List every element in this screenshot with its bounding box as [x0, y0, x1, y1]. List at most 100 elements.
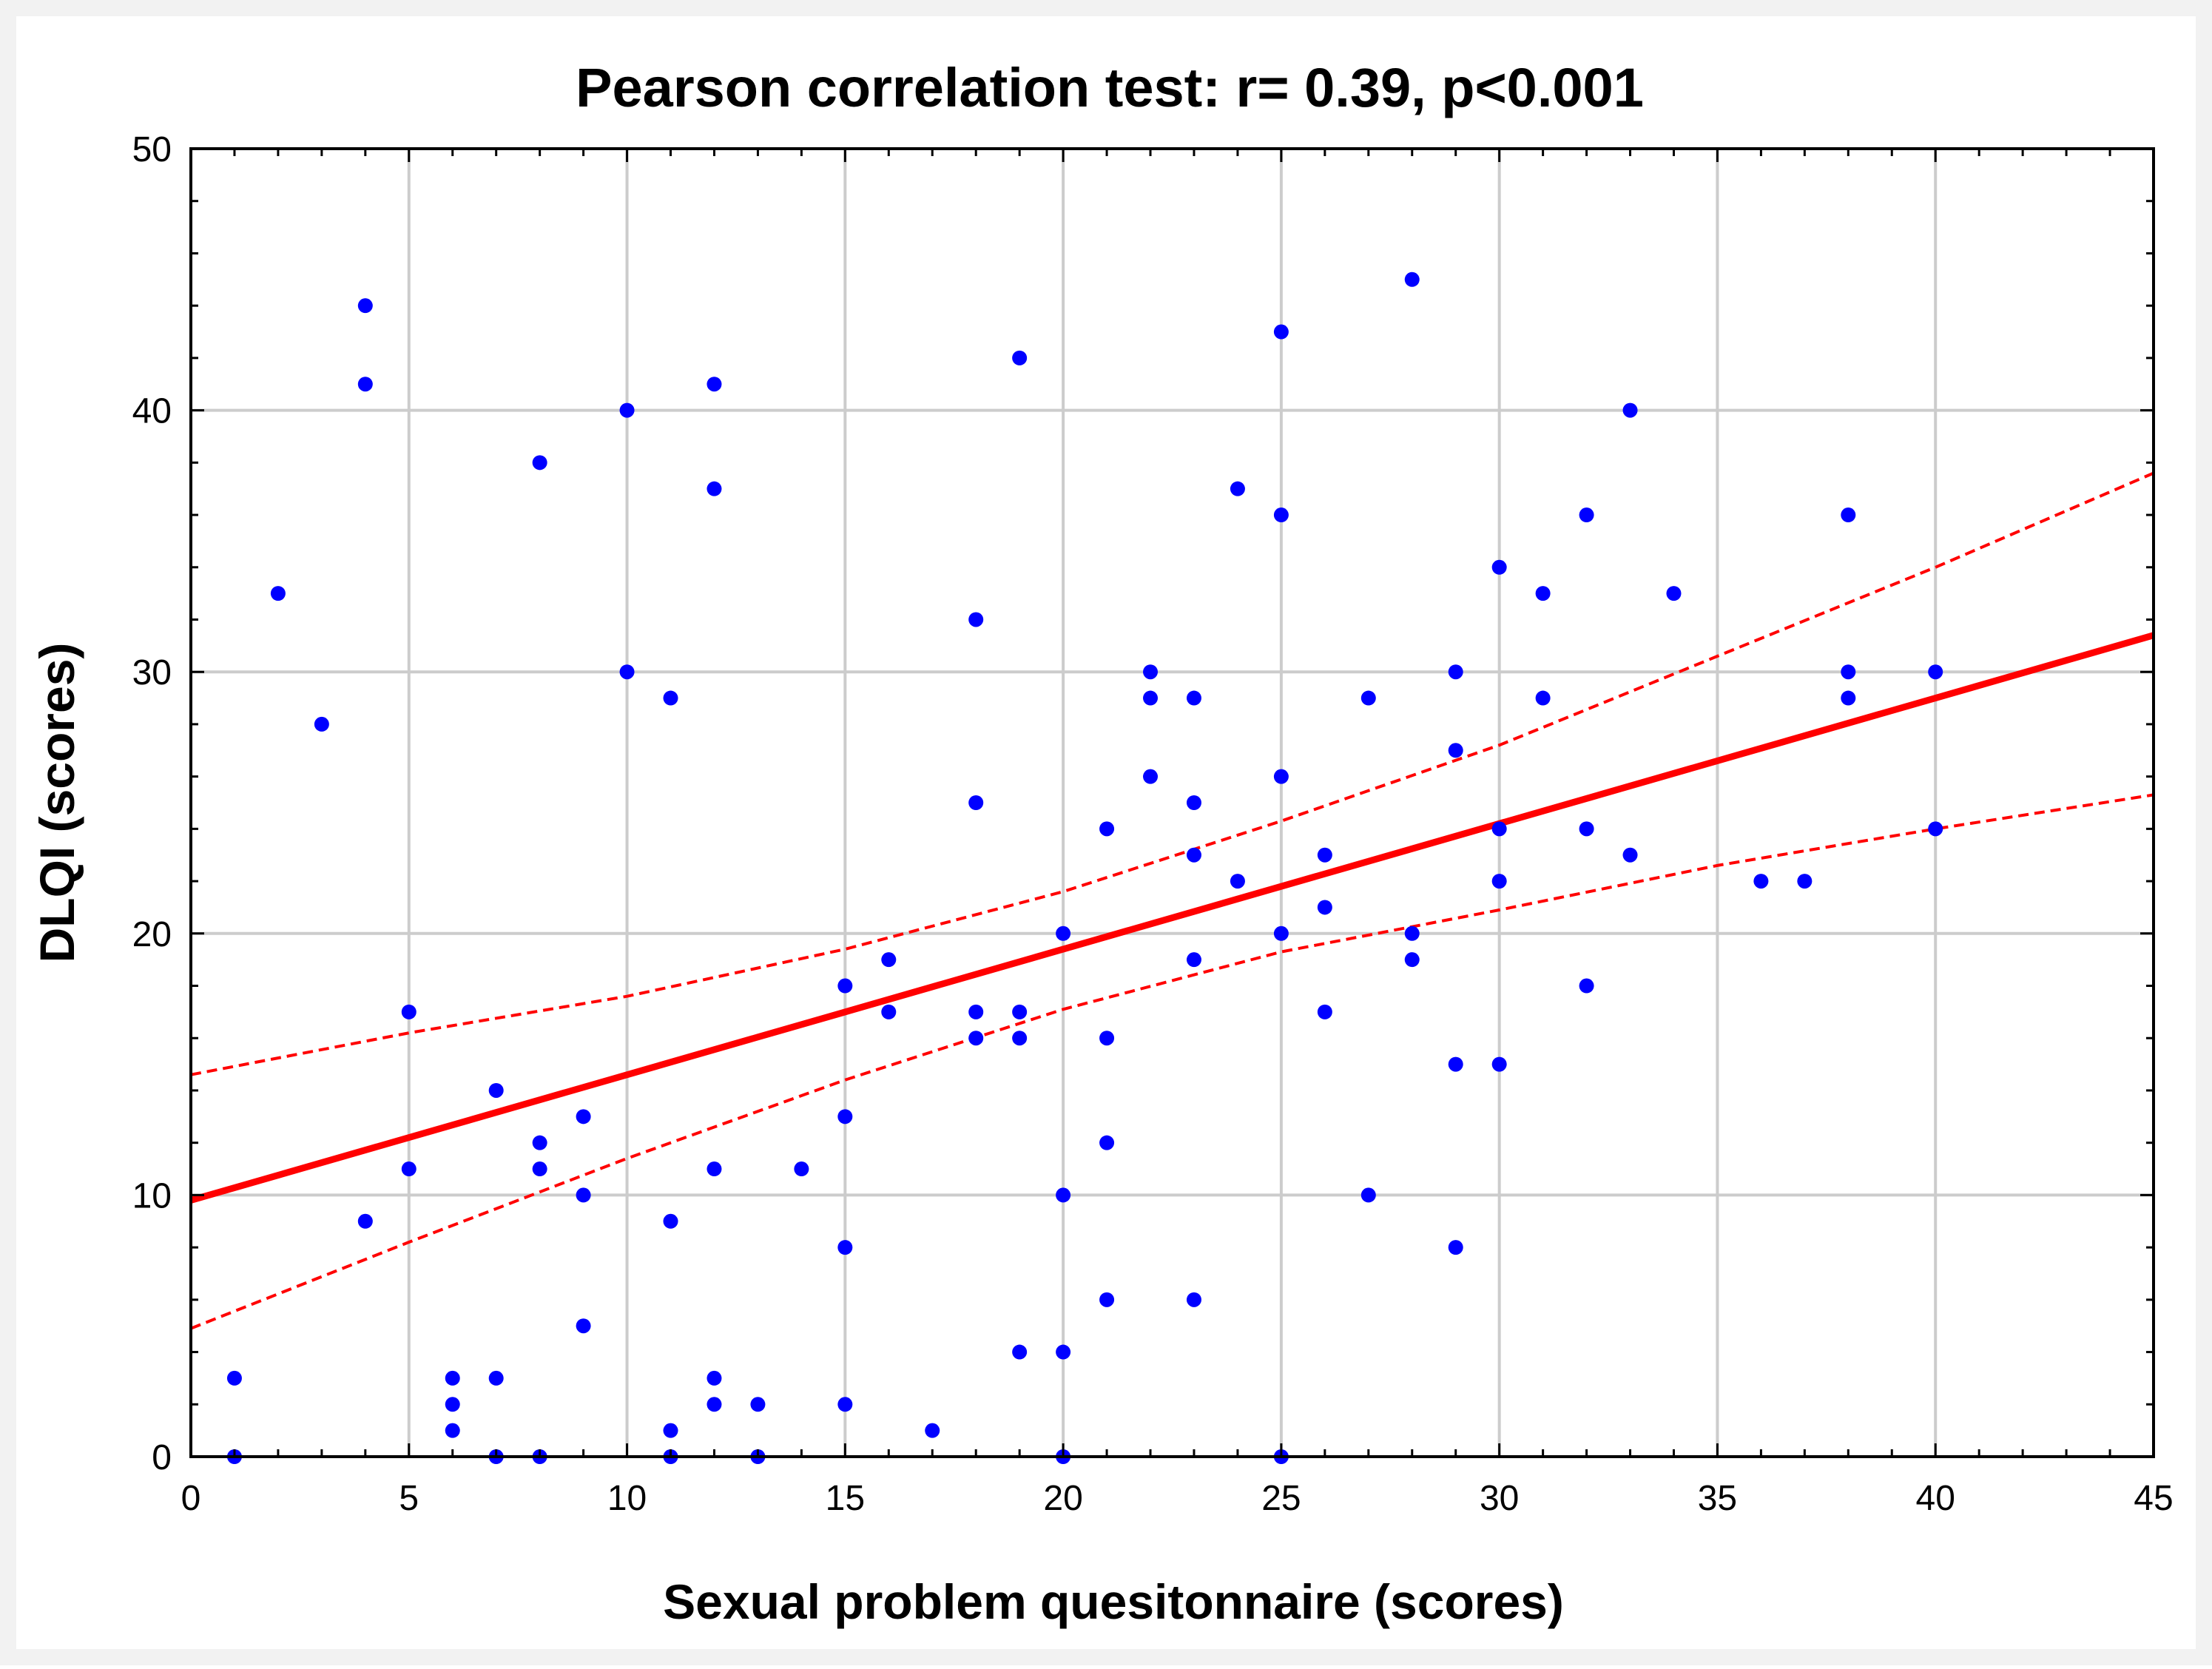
data-point-6 — [357, 1213, 373, 1229]
data-point-10 — [445, 1397, 460, 1412]
data-point-17 — [532, 1161, 547, 1177]
data-point-20 — [576, 1187, 591, 1203]
data-point-95 — [1622, 402, 1638, 418]
y-tick-label-10: 10 — [132, 1176, 172, 1215]
data-point-80 — [1404, 925, 1420, 941]
data-point-92 — [1579, 508, 1594, 523]
data-point-81 — [1404, 952, 1420, 968]
data-point-44 — [968, 795, 984, 810]
data-point-7 — [401, 1004, 417, 1019]
data-point-98 — [1753, 874, 1769, 889]
data-point-97 — [1666, 586, 1682, 601]
data-point-61 — [1143, 769, 1159, 784]
data-point-82 — [1448, 664, 1463, 680]
data-point-53 — [1056, 1344, 1071, 1360]
x-tick-label-15: 15 — [826, 1479, 865, 1518]
data-point-77 — [1360, 690, 1376, 706]
grid-lines — [191, 149, 2154, 1457]
data-point-72 — [1273, 925, 1289, 941]
data-point-78 — [1360, 1187, 1376, 1203]
data-point-51 — [1056, 925, 1071, 941]
data-point-64 — [1186, 847, 1201, 863]
data-point-33 — [750, 1397, 766, 1412]
data-point-74 — [1317, 847, 1332, 863]
data-point-100 — [1841, 508, 1856, 523]
data-point-96 — [1622, 847, 1638, 863]
x-tick-label-35: 35 — [1698, 1479, 1737, 1518]
data-point-87 — [1491, 821, 1507, 837]
data-point-50 — [1012, 1344, 1028, 1360]
y-tick-label-20: 20 — [132, 915, 172, 954]
x-axis-label: Sexual problem quesitonnaire (scores) — [663, 1574, 1564, 1629]
data-point-55 — [1099, 821, 1115, 837]
data-point-32 — [707, 1397, 722, 1412]
data-point-52 — [1056, 1187, 1071, 1203]
data-point-85 — [1448, 1240, 1463, 1255]
data-point-21 — [576, 1318, 591, 1334]
data-point-45 — [968, 1004, 984, 1019]
y-tick-label-40: 40 — [132, 392, 172, 431]
axis-ticks: 0 5 10 15 20 25 30 35 40 45 0 10 20 30 40 50 — [132, 130, 2174, 1518]
data-point-15 — [532, 455, 547, 471]
data-point-8 — [401, 1161, 417, 1177]
x-tick-label-5: 5 — [399, 1479, 419, 1518]
y-axis-label: DLQI (scores) — [30, 643, 84, 963]
chart-title: Pearson correlation test: r= 0.39, p<0.0… — [576, 57, 1644, 118]
data-point-90 — [1535, 586, 1551, 601]
data-point-94 — [1579, 978, 1594, 994]
data-point-25 — [663, 1213, 678, 1229]
data-point-89 — [1491, 1056, 1507, 1072]
data-point-41 — [881, 1004, 897, 1019]
data-point-2 — [270, 586, 286, 601]
data-point-13 — [488, 1370, 504, 1386]
data-point-46 — [968, 1031, 984, 1046]
data-point-42 — [925, 1423, 940, 1438]
data-point-12 — [488, 1082, 504, 1098]
data-point-101 — [1841, 664, 1856, 680]
y-tick-label-0: 0 — [152, 1438, 172, 1477]
data-point-37 — [837, 1109, 853, 1125]
plot-border — [189, 147, 2155, 1458]
data-point-62 — [1186, 690, 1201, 706]
data-point-71 — [1273, 769, 1289, 784]
data-point-84 — [1448, 1056, 1463, 1072]
data-point-56 — [1099, 1031, 1115, 1046]
data-point-66 — [1186, 1292, 1201, 1307]
data-point-69 — [1273, 324, 1289, 340]
data-point-67 — [1230, 481, 1245, 496]
data-point-31 — [707, 1370, 722, 1386]
data-point-83 — [1448, 743, 1463, 758]
fit-line-layer — [189, 632, 2155, 1204]
data-point-70 — [1273, 508, 1289, 523]
data-point-3 — [314, 716, 329, 732]
data-point-26 — [663, 1423, 678, 1438]
x-tick-label-40: 40 — [1916, 1479, 1955, 1518]
data-point-88 — [1491, 874, 1507, 889]
data-point-11 — [445, 1423, 460, 1438]
data-point-99 — [1797, 874, 1813, 889]
data-point-93 — [1579, 821, 1594, 837]
data-point-91 — [1535, 690, 1551, 706]
data-point-30 — [707, 1161, 722, 1177]
data-point-47 — [1012, 350, 1028, 365]
data-point-65 — [1186, 952, 1201, 968]
data-point-0 — [226, 1370, 242, 1386]
data-point-28 — [707, 377, 722, 392]
data-point-39 — [837, 1397, 853, 1412]
data-point-63 — [1186, 795, 1201, 810]
data-point-5 — [357, 377, 373, 392]
data-point-79 — [1404, 272, 1420, 287]
y-tick-label-30: 30 — [132, 653, 172, 692]
data-point-76 — [1317, 1004, 1332, 1019]
data-point-68 — [1230, 874, 1245, 889]
data-point-16 — [532, 1135, 547, 1150]
data-point-19 — [576, 1109, 591, 1125]
y-tick-label-50: 50 — [132, 130, 172, 169]
x-tick-label-45: 45 — [2134, 1479, 2173, 1518]
data-point-29 — [707, 481, 722, 496]
data-point-4 — [357, 298, 373, 314]
data-point-35 — [794, 1161, 809, 1177]
data-point-102 — [1841, 690, 1856, 706]
plot-area — [191, 149, 2154, 1457]
